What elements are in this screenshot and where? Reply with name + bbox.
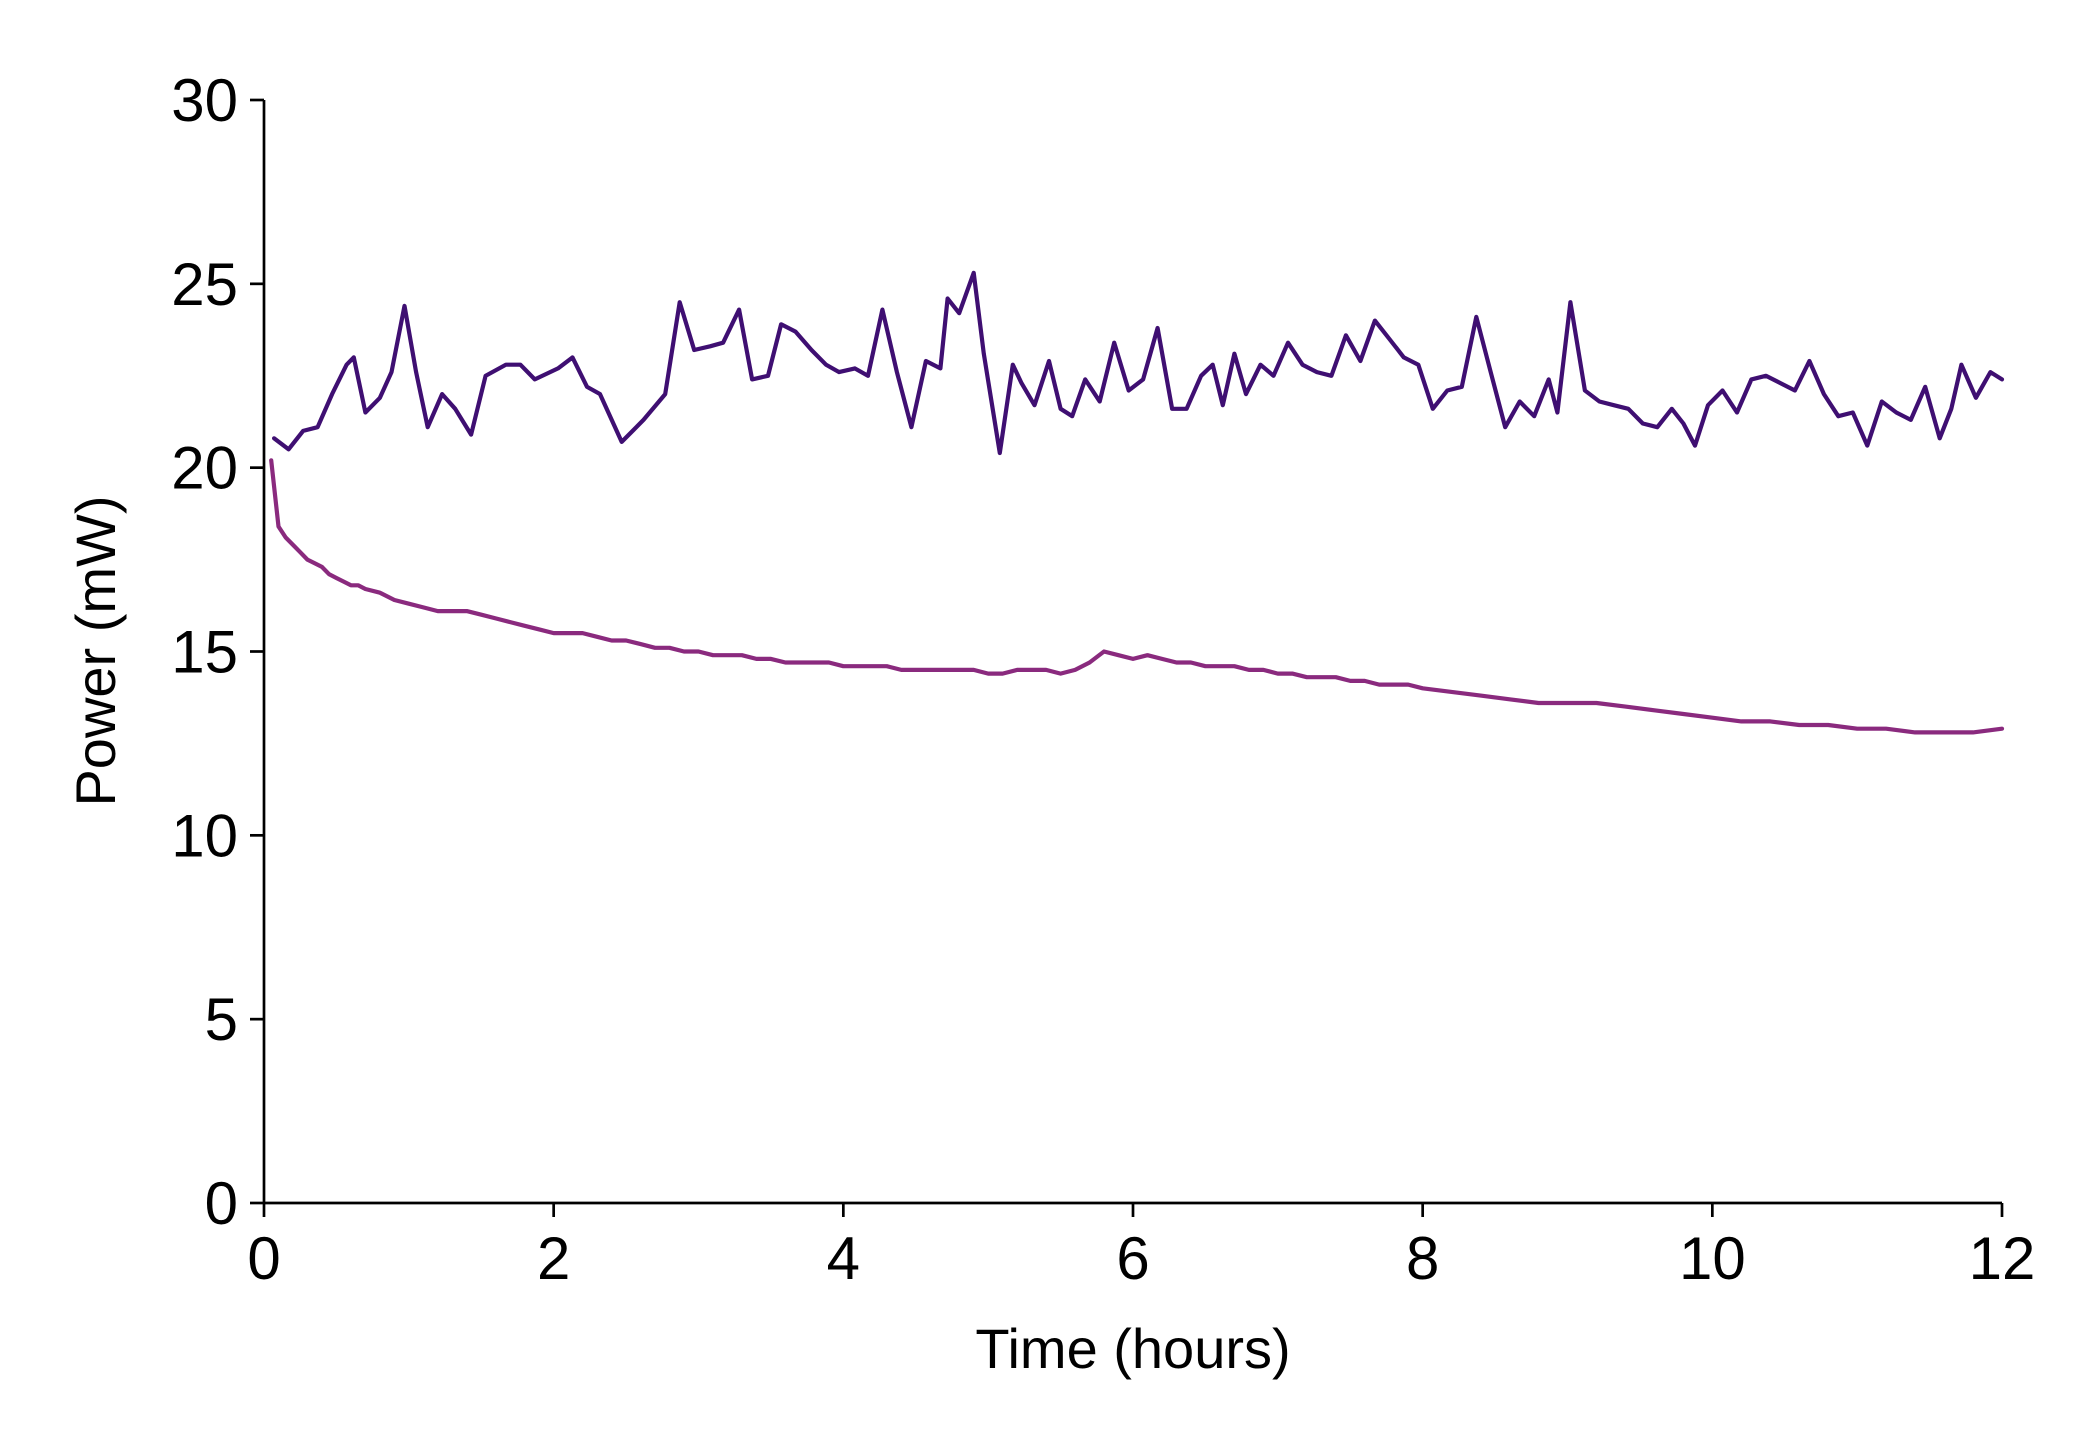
y-tick-label: 10 [171, 802, 238, 869]
y-tick-label: 25 [171, 251, 238, 318]
x-tick-label: 6 [1116, 1225, 1149, 1292]
x-tick-label: 10 [1679, 1225, 1746, 1292]
x-tick-label: 8 [1406, 1225, 1439, 1292]
series-layer [269, 270, 2005, 735]
x-tick-label: 4 [827, 1225, 860, 1292]
x-tick-label: 2 [537, 1225, 570, 1292]
x-axis-ticks: 0 2 4 6 8 10 12 [247, 1203, 2035, 1292]
y-tick-label: 15 [171, 619, 238, 686]
x-tick-label: 12 [1969, 1225, 2036, 1292]
y-tick-label: 5 [205, 986, 238, 1053]
y-tick-label: 0 [205, 1170, 238, 1237]
x-axis-title: Time (hours) [975, 1317, 1290, 1380]
series-line-2 [269, 458, 2005, 735]
y-tick-label: 30 [171, 67, 238, 134]
series-line-1 [272, 270, 2005, 456]
y-axis-ticks: 0 5 10 15 20 25 30 [171, 67, 264, 1237]
y-tick-label: 20 [171, 435, 238, 502]
x-tick-label: 0 [247, 1225, 280, 1292]
y-axis-title: Power (mW) [64, 495, 127, 806]
